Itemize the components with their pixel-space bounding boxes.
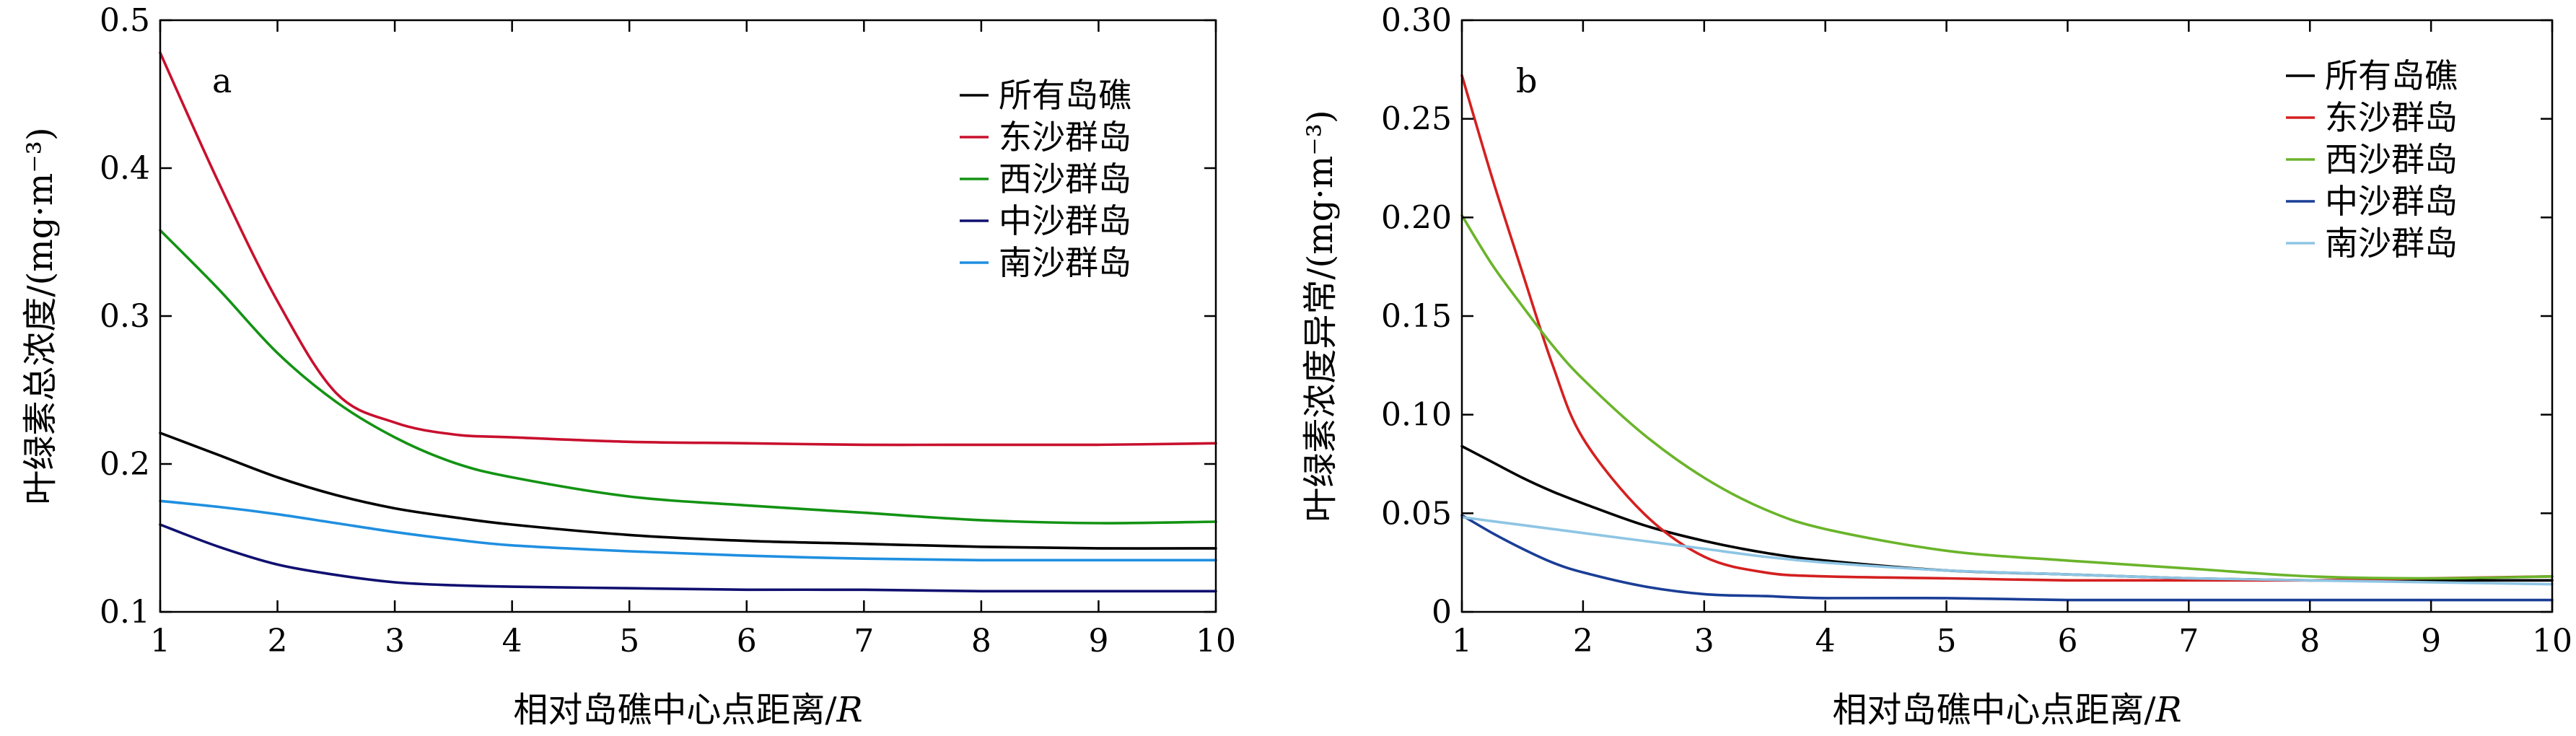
- panel-b-x-tick-label: 8: [2300, 623, 2320, 660]
- panel-a-y-tick-label: 0.1: [100, 594, 150, 631]
- panel-a-legend-label: 所有岛礁: [999, 76, 1131, 115]
- panel-a-y-tick-label: 0.3: [100, 298, 150, 335]
- panel-b-x-tick-label: 3: [1694, 623, 1714, 660]
- panel-a-series-line-1: [159, 431, 1217, 550]
- panel-a-x-tick-label: 10: [1196, 623, 1236, 660]
- panel-a-x-tick-label: 3: [385, 623, 405, 660]
- panel-b-y-tick-label: 0.25: [1381, 101, 1452, 138]
- panel-a-x-tick-label: 5: [619, 623, 639, 660]
- panel-b-legend-label: 东沙群岛: [2325, 98, 2458, 137]
- panel-a-y-tick-label: 0.2: [100, 446, 150, 483]
- panel-b-y-tick-label: 0.30: [1381, 2, 1452, 39]
- panel-b-x-axis-variable: R: [2155, 690, 2182, 730]
- panel-b-x-axis-label: 相对岛礁中心点距离/R: [1832, 690, 2181, 730]
- panel-a-legend-label: 南沙群岛: [999, 243, 1131, 282]
- panel-a-legend-label: 西沙群岛: [999, 159, 1131, 198]
- panel-a-x-tick-label: 6: [737, 623, 757, 660]
- panel-b-legend-label: 中沙群岛: [2325, 182, 2458, 221]
- panel-b-legend-label: 西沙群岛: [2325, 140, 2458, 179]
- panel-a-y-tick-label: 0.4: [100, 150, 150, 187]
- panel-a-panel-letter: a: [212, 61, 232, 100]
- panel-b-x-tick-label: 2: [1573, 623, 1593, 660]
- panel-b-y-tick-label: 0.15: [1381, 298, 1452, 335]
- panel-a-legend-label: 中沙群岛: [999, 201, 1131, 240]
- panel-b-x-tick-label: 5: [1937, 623, 1957, 660]
- panel-a-series-line-2: [159, 51, 1217, 447]
- panel-a-series-line-5: [159, 499, 1217, 562]
- panel-a-x-tick-label: 8: [971, 623, 991, 660]
- panel-a-x-tick-label: 1: [150, 623, 170, 660]
- panel-a-x-axis-variable: R: [836, 690, 863, 730]
- panel-b-x-tick-label: 4: [1815, 623, 1836, 660]
- panel-b-legend-label: 所有岛礁: [2325, 56, 2458, 95]
- panel-b-y-tick-label: 0.20: [1381, 199, 1452, 236]
- panel-a-x-tick-label: 4: [502, 623, 522, 660]
- panel-a-x-tick-label: 7: [854, 623, 874, 660]
- panel-b-y-tick-label: 0.05: [1381, 495, 1452, 532]
- panel-b-x-tick-label: 1: [1452, 623, 1472, 660]
- panel-a-legend-label: 东沙群岛: [999, 118, 1131, 157]
- panel-a-y-axis-label: 叶绿素总浓度/(mg·m⁻³): [20, 127, 61, 504]
- panel-b-y-tick-label: 0.10: [1381, 397, 1452, 434]
- panel-a-series-line-4: [159, 523, 1217, 593]
- panel-a-series-line-3: [159, 229, 1217, 525]
- panel-b-series-line-5: [1460, 516, 2554, 586]
- panel-b-x-tick-label: 7: [2178, 623, 2199, 660]
- panel-b-x-tick-label: 10: [2532, 623, 2572, 660]
- panel-b-y-axis-label: 叶绿素浓度异常/(mg·m⁻³): [1300, 110, 1341, 522]
- panel-b-series-line-4: [1460, 514, 2554, 602]
- panel-a-y-tick-label: 0.5: [100, 2, 150, 39]
- panel-a-x-tick-label: 9: [1088, 623, 1108, 660]
- panel-a-x-axis-label: 相对岛礁中心点距离/R: [513, 690, 862, 730]
- panel-a-x-tick-label: 2: [268, 623, 288, 660]
- panel-b-legend-label: 南沙群岛: [2325, 224, 2458, 263]
- panel-b-y-tick-label: 0: [1432, 594, 1452, 631]
- panel-b-series-line-3: [1460, 214, 2554, 580]
- panel-b-x-tick-label: 6: [2057, 623, 2077, 660]
- panel-b-series-line-1: [1460, 444, 2554, 582]
- panel-b-panel-letter: b: [1516, 61, 1537, 100]
- panel-b-x-tick-label: 9: [2421, 623, 2441, 660]
